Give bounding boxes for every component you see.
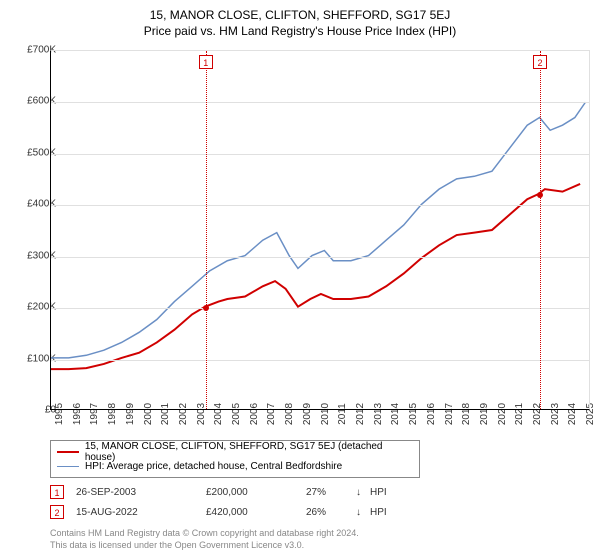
legend-swatch: [57, 451, 79, 453]
legend-label: HPI: Average price, detached house, Cent…: [85, 461, 342, 472]
sale-row-marker: 1: [50, 485, 64, 499]
series-line-hpi: [51, 102, 586, 358]
sale-date: 15-AUG-2022: [76, 507, 206, 518]
sale-row-marker: 2: [50, 505, 64, 519]
sale-guideline: [540, 51, 541, 409]
sale-marker-1: 1: [199, 55, 213, 69]
legend-swatch: [57, 466, 79, 467]
sale-ref: HPI: [370, 507, 410, 518]
sale-pct: 27%: [306, 487, 356, 498]
sales-table: 1 26-SEP-2003£200,00027%↓HPI 2 15-AUG-2022£…: [50, 482, 410, 522]
footer-attribution: Contains HM Land Registry data © Crown c…: [50, 528, 359, 551]
plot-area: 12: [50, 50, 590, 410]
sale-point-2: [537, 192, 543, 198]
line-canvas: [51, 51, 589, 409]
gridline-h: [51, 360, 589, 361]
gridline-h: [51, 308, 589, 309]
gridline-h: [51, 205, 589, 206]
footer-line1: Contains HM Land Registry data © Crown c…: [50, 528, 359, 540]
chart-subtitle: Price paid vs. HM Land Registry's House …: [0, 22, 600, 44]
series-line-property: [51, 184, 580, 369]
gridline-h: [51, 257, 589, 258]
down-arrow-icon: ↓: [356, 507, 370, 518]
sale-row: 1 26-SEP-2003£200,00027%↓HPI: [50, 482, 410, 502]
sale-date: 26-SEP-2003: [76, 487, 206, 498]
sale-ref: HPI: [370, 487, 410, 498]
chart-container: 15, MANOR CLOSE, CLIFTON, SHEFFORD, SG17…: [0, 0, 600, 560]
sale-guideline: [206, 51, 207, 409]
sale-marker-2: 2: [533, 55, 547, 69]
down-arrow-icon: ↓: [356, 487, 370, 498]
legend-box: 15, MANOR CLOSE, CLIFTON, SHEFFORD, SG17…: [50, 440, 420, 478]
gridline-h: [51, 102, 589, 103]
gridline-h: [51, 154, 589, 155]
chart-title: 15, MANOR CLOSE, CLIFTON, SHEFFORD, SG17…: [0, 0, 600, 22]
sale-price: £420,000: [206, 507, 306, 518]
legend-item: 15, MANOR CLOSE, CLIFTON, SHEFFORD, SG17…: [57, 445, 413, 459]
sale-price: £200,000: [206, 487, 306, 498]
footer-line2: This data is licensed under the Open Gov…: [50, 540, 359, 552]
sale-point-1: [203, 305, 209, 311]
sale-pct: 26%: [306, 507, 356, 518]
sale-row: 2 15-AUG-2022£420,00026%↓HPI: [50, 502, 410, 522]
